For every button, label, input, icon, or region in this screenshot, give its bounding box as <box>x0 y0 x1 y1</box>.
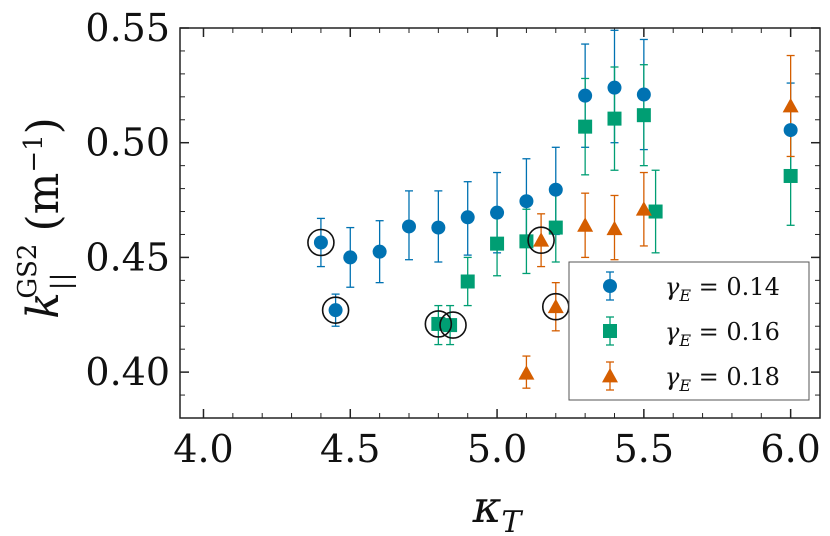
x-tick-label: 5.5 <box>614 427 674 471</box>
data-point-circle <box>636 87 651 102</box>
legend-label: γE = 0.18 <box>665 363 780 395</box>
highlight-ring <box>424 310 453 338</box>
legend-marker-circle <box>603 279 617 293</box>
legend-entry: γE = 0.14 <box>603 271 780 305</box>
legend-label: γE = 0.14 <box>665 273 780 305</box>
data-point-square <box>578 119 593 134</box>
data-point-square <box>519 234 534 249</box>
data-point-square <box>431 316 446 331</box>
x-axis-title: κT <box>472 482 524 536</box>
data-point-circle <box>578 88 593 103</box>
legend-entry: γE = 0.16 <box>603 316 780 350</box>
legend-entry: γE = 0.18 <box>602 361 780 395</box>
data-point-square <box>648 204 663 219</box>
data-point-square <box>490 236 505 251</box>
data-point-triangle <box>518 365 535 380</box>
data-point-circle <box>783 123 798 138</box>
data-point-circle <box>519 194 534 209</box>
data-point-square <box>443 318 458 333</box>
data-point-circle <box>372 244 387 259</box>
data-point-square <box>636 108 651 123</box>
x-tick-label: 4.0 <box>173 427 233 471</box>
data-point-circle <box>607 80 622 95</box>
data-point-circle <box>490 205 505 220</box>
data-point-circle <box>328 303 343 318</box>
highlight-ring <box>527 226 555 255</box>
data-point-square <box>548 220 563 235</box>
plot-frame <box>179 27 821 419</box>
data-point-triangle <box>782 98 799 113</box>
legend-label: γE = 0.16 <box>665 318 780 350</box>
highlight-ring <box>321 296 350 324</box>
y-tick-label: 0.50 <box>85 121 170 165</box>
y-axis-title: k||GS2(m−1) <box>13 117 77 319</box>
highlight-ring <box>439 311 467 339</box>
highlight-ring <box>307 228 335 257</box>
x-tick-label: 4.5 <box>320 427 380 471</box>
data-point-square <box>607 111 622 126</box>
legend-marker-triangle <box>602 368 618 383</box>
data-point-triangle <box>533 232 550 247</box>
y-tick-label: 0.45 <box>85 235 170 279</box>
data-point-triangle <box>577 217 594 232</box>
x-tick-label: 5.0 <box>467 427 527 471</box>
data-point-triangle <box>606 220 623 236</box>
data-point-circle <box>313 235 328 250</box>
data-point-circle <box>460 210 475 225</box>
data-point-triangle <box>547 298 564 314</box>
data-point-circle <box>548 182 563 197</box>
data-point-square <box>783 168 798 183</box>
legend-marker-square <box>603 324 617 338</box>
y-tick-label: 0.40 <box>85 350 170 394</box>
data-point-square <box>460 274 475 289</box>
x-tick-label: 6.0 <box>760 427 820 471</box>
data-point-circle <box>401 219 416 234</box>
data-point-circle <box>343 250 358 265</box>
y-tick-label: 0.55 <box>85 6 170 50</box>
data-point-triangle <box>635 201 652 216</box>
data-point-circle <box>431 220 446 235</box>
